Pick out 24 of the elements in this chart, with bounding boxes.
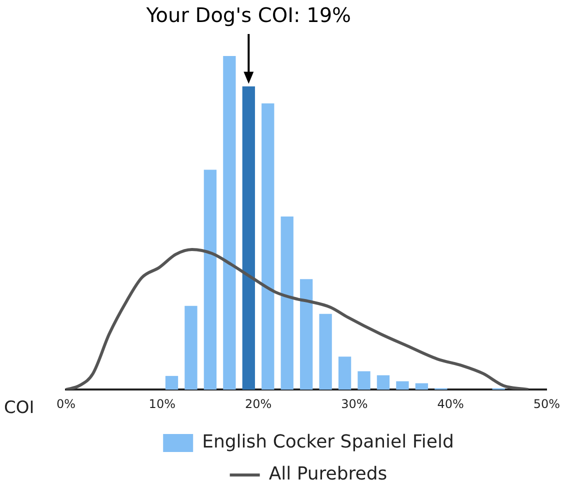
bar bbox=[338, 356, 352, 390]
bar bbox=[262, 103, 274, 390]
x-tick-label: 0% bbox=[56, 396, 76, 411]
bar bbox=[280, 216, 294, 390]
x-tick-label: 10% bbox=[148, 396, 176, 411]
x-axis-title: COI bbox=[4, 398, 34, 418]
x-tick-label: 20% bbox=[244, 396, 272, 411]
bar bbox=[300, 279, 313, 390]
bar bbox=[242, 86, 255, 390]
bar bbox=[376, 375, 390, 390]
legend-label: English Cocker Spaniel Field bbox=[202, 432, 454, 453]
bar bbox=[396, 381, 409, 390]
bar bbox=[204, 170, 217, 390]
x-tick-label: 30% bbox=[341, 396, 368, 411]
bar bbox=[415, 383, 428, 390]
legend-label: All Purebreds bbox=[268, 464, 388, 485]
x-tick-label: 50% bbox=[533, 396, 560, 411]
bar bbox=[184, 306, 198, 390]
bar bbox=[319, 314, 332, 390]
bar bbox=[223, 56, 236, 390]
text: Your Dog's COI: 19% bbox=[145, 3, 352, 28]
x-tick-label: 40% bbox=[437, 396, 464, 411]
bar bbox=[165, 376, 178, 390]
bar bbox=[358, 371, 370, 390]
